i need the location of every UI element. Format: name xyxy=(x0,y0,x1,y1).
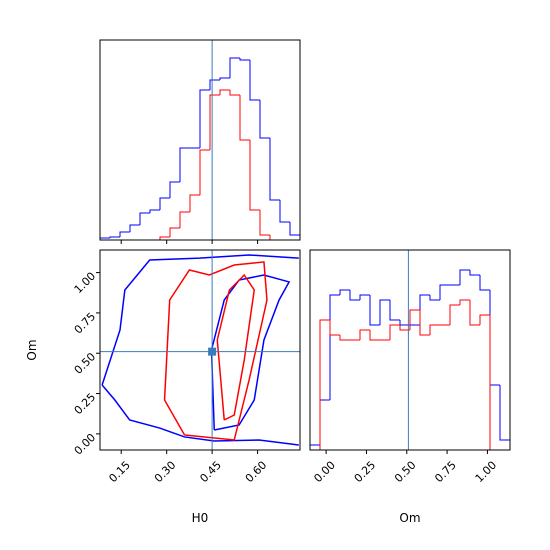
y-tick-label: 0.75 xyxy=(72,310,99,337)
histogram-step xyxy=(329,320,340,336)
histogram-step xyxy=(199,89,210,148)
histogram-step xyxy=(469,270,480,276)
histogram-step xyxy=(369,295,380,326)
histogram-step xyxy=(339,335,350,341)
histogram-step xyxy=(379,299,390,325)
x-tick-label: 0.15 xyxy=(106,459,133,486)
histogram-step xyxy=(199,149,210,195)
histogram-step xyxy=(439,284,450,300)
histogram-step xyxy=(329,294,340,400)
histogram-step xyxy=(169,181,180,198)
histogram-step xyxy=(429,295,440,301)
axes-frame xyxy=(99,39,301,241)
histogram-step xyxy=(489,290,500,386)
x-tick-label: 0.75 xyxy=(432,459,459,486)
histogram-step xyxy=(359,294,370,300)
histogram-step xyxy=(109,236,120,238)
x-axis-label: H0 xyxy=(192,511,209,525)
histogram-step xyxy=(419,310,430,336)
histogram-step xyxy=(459,299,470,305)
histogram-step xyxy=(459,269,470,285)
truth-marker xyxy=(208,347,217,356)
x-tick-label: 0.30 xyxy=(152,459,179,486)
histogram-step xyxy=(209,79,220,90)
histogram-step xyxy=(139,212,150,225)
contour-line xyxy=(163,261,268,441)
y-axis-label: Om xyxy=(25,339,39,360)
y-tick-label: 0.50 xyxy=(72,350,99,377)
histogram-step xyxy=(489,315,500,451)
histogram-step xyxy=(149,209,160,213)
histogram-step xyxy=(389,324,400,340)
histogram-step xyxy=(219,89,230,95)
histogram-step xyxy=(229,90,240,96)
contour-line xyxy=(101,254,299,446)
histogram-step xyxy=(319,399,330,445)
histogram-step xyxy=(179,211,190,228)
histogram-step xyxy=(179,147,190,182)
histogram-step xyxy=(479,314,490,325)
histogram-step xyxy=(269,235,280,241)
histogram-step xyxy=(269,138,280,201)
contour-line xyxy=(210,274,291,431)
histogram-step xyxy=(119,231,130,237)
y-tick-label: 1.00 xyxy=(72,270,99,297)
axes-frame xyxy=(99,249,301,451)
histogram-step xyxy=(499,385,511,450)
histogram-step xyxy=(289,222,301,240)
histogram-step xyxy=(239,95,250,141)
y-tick-label: 0.25 xyxy=(72,391,99,418)
histogram-step xyxy=(219,77,230,80)
histogram-step xyxy=(229,57,240,78)
contour-line xyxy=(216,273,256,421)
x-tick-label: 0.25 xyxy=(352,459,379,486)
x-tick-label: 0.45 xyxy=(197,459,224,486)
x-tick-label: 0.60 xyxy=(243,459,270,486)
histogram-step xyxy=(479,275,490,291)
histogram-step xyxy=(159,236,170,240)
histogram-step xyxy=(429,324,440,335)
axes-frame xyxy=(309,249,511,451)
histogram-step xyxy=(469,300,480,326)
histogram-step xyxy=(369,330,380,341)
histogram-step xyxy=(449,304,460,325)
histogram-step xyxy=(249,140,260,211)
histogram-step xyxy=(349,290,360,301)
histogram-step xyxy=(419,294,430,325)
histogram-step xyxy=(209,94,220,150)
histogram-step xyxy=(409,309,420,330)
histogram-step xyxy=(169,227,180,237)
histogram-step xyxy=(159,197,170,210)
histogram-step xyxy=(259,210,270,236)
x-axis-label: Om xyxy=(399,511,420,525)
histogram-step xyxy=(339,289,350,295)
histogram-step xyxy=(389,300,400,321)
histogram-step xyxy=(399,325,410,331)
histogram-step xyxy=(309,444,320,450)
x-tick-label: 0.50 xyxy=(392,459,419,486)
histogram-step xyxy=(189,194,200,212)
histogram-step xyxy=(279,200,290,223)
x-tick-label: 0.00 xyxy=(311,459,338,486)
histogram-step xyxy=(359,329,370,340)
x-tick-label: 1.00 xyxy=(473,459,500,486)
histogram-step xyxy=(319,319,330,450)
y-tick-label: 0.00 xyxy=(72,431,99,458)
histogram-step xyxy=(239,58,250,61)
histogram-step xyxy=(249,60,260,101)
histogram-step xyxy=(259,100,270,139)
histogram-step xyxy=(129,224,140,232)
